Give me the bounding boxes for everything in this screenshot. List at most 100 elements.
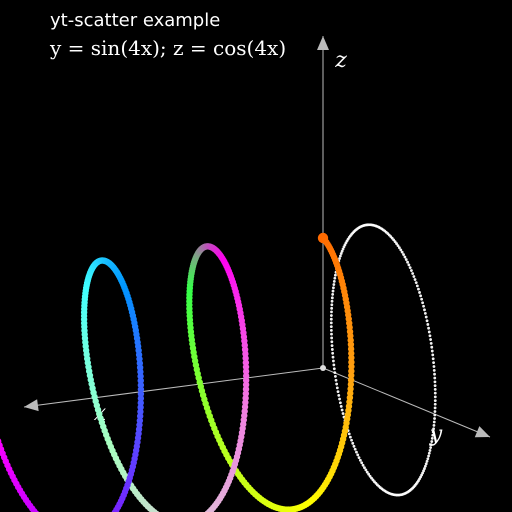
shadow-point	[338, 401, 342, 405]
shadow-point	[338, 257, 341, 260]
shadow-point	[427, 330, 431, 334]
shadow-point	[408, 266, 412, 270]
shadow-point	[425, 459, 429, 463]
shadow-point	[433, 417, 436, 420]
x-axis-line	[23, 367, 324, 408]
shadow-point	[433, 391, 437, 395]
shadow-point	[421, 301, 424, 305]
helix-point	[348, 354, 355, 361]
shadow-point	[352, 444, 356, 448]
shadow-point	[339, 252, 343, 255]
shadow-point	[330, 296, 334, 300]
shadow-point	[433, 410, 437, 413]
shadow-point	[337, 393, 341, 397]
shadow-point	[333, 371, 337, 374]
z-axis-arrow	[317, 36, 329, 50]
shadow-point	[356, 453, 360, 457]
shadow-point	[428, 334, 432, 338]
shadow-point	[340, 249, 344, 253]
shadow-point	[335, 382, 339, 386]
helix-point	[137, 386, 145, 393]
shadow-point	[432, 361, 435, 365]
shadow-point	[332, 279, 336, 283]
shadow-point	[330, 306, 334, 310]
shadow-point	[418, 291, 421, 294]
shadow-point	[400, 250, 404, 254]
shadow-point	[431, 433, 435, 437]
shadow-point	[329, 314, 333, 317]
shadow-point	[331, 351, 335, 355]
shadow-point	[329, 317, 333, 321]
shadow-point	[341, 412, 345, 415]
shadow-point	[406, 260, 409, 264]
shadow-point	[433, 380, 437, 384]
shadow-point	[338, 397, 341, 401]
shadow-point	[424, 462, 428, 466]
helix-point	[242, 377, 250, 384]
shadow-point	[351, 441, 355, 445]
shadow-point	[334, 273, 337, 277]
helix-point	[348, 359, 355, 366]
shadow-point	[425, 319, 429, 323]
helix-point	[242, 372, 250, 380]
shadow-point	[426, 323, 430, 326]
shadow-point	[403, 255, 407, 259]
shadow-point	[430, 345, 434, 349]
shadow-point	[342, 245, 346, 249]
shadow-point	[360, 461, 364, 465]
shadow-point	[433, 413, 437, 417]
shadow-point	[347, 432, 351, 436]
shadow-point	[404, 258, 408, 261]
shadow-point	[429, 341, 433, 345]
shadow-point	[427, 454, 430, 458]
shadow-point	[433, 399, 437, 402]
shadow-point	[427, 451, 431, 455]
x-axis-arrow	[24, 399, 39, 412]
shadow-point	[332, 359, 335, 363]
shadow-point	[432, 368, 436, 372]
chart-title: yt-scatter example	[50, 10, 221, 31]
shadow-point	[423, 308, 426, 312]
shadow-point	[350, 438, 353, 442]
shadow-point	[370, 476, 373, 480]
helix-point	[0, 438, 2, 444]
shadow-point	[334, 375, 337, 378]
shadow-point	[429, 443, 433, 446]
shadow-point	[407, 263, 411, 267]
shadow-point	[332, 367, 336, 371]
shadow-point	[431, 353, 435, 357]
shadow-point	[428, 449, 432, 452]
shadow-point	[330, 299, 334, 303]
shadow-point	[430, 437, 434, 440]
shadow-point	[417, 287, 420, 291]
shadow-point	[397, 246, 401, 250]
shadow-point	[432, 427, 435, 431]
origin-marker	[320, 365, 326, 371]
shadow-point	[430, 440, 434, 443]
shadow-point	[422, 304, 425, 308]
shadow-point	[433, 388, 437, 391]
shadow-point	[421, 471, 424, 475]
shadow-point	[419, 294, 422, 298]
shadow-point	[361, 463, 365, 467]
shadow-point	[330, 340, 334, 344]
shadow-point	[393, 240, 397, 244]
shadow-point	[426, 457, 430, 461]
shadow-point	[432, 423, 436, 427]
shadow-points-group	[329, 223, 437, 497]
shadow-point	[413, 278, 417, 281]
shadow-point	[341, 247, 345, 251]
shadow-point	[329, 321, 333, 325]
helix-point	[137, 395, 145, 402]
shadow-point	[433, 402, 437, 406]
shadow-point	[332, 363, 336, 367]
shadow-point	[335, 386, 339, 390]
shadow-point	[363, 466, 366, 470]
shadow-point	[395, 242, 398, 245]
shadow-point	[411, 272, 415, 275]
shadow-point	[348, 435, 352, 439]
shadow-point	[331, 355, 335, 359]
shadow-point	[414, 281, 418, 285]
shadow-point	[368, 474, 372, 478]
shadow-point	[433, 384, 437, 388]
